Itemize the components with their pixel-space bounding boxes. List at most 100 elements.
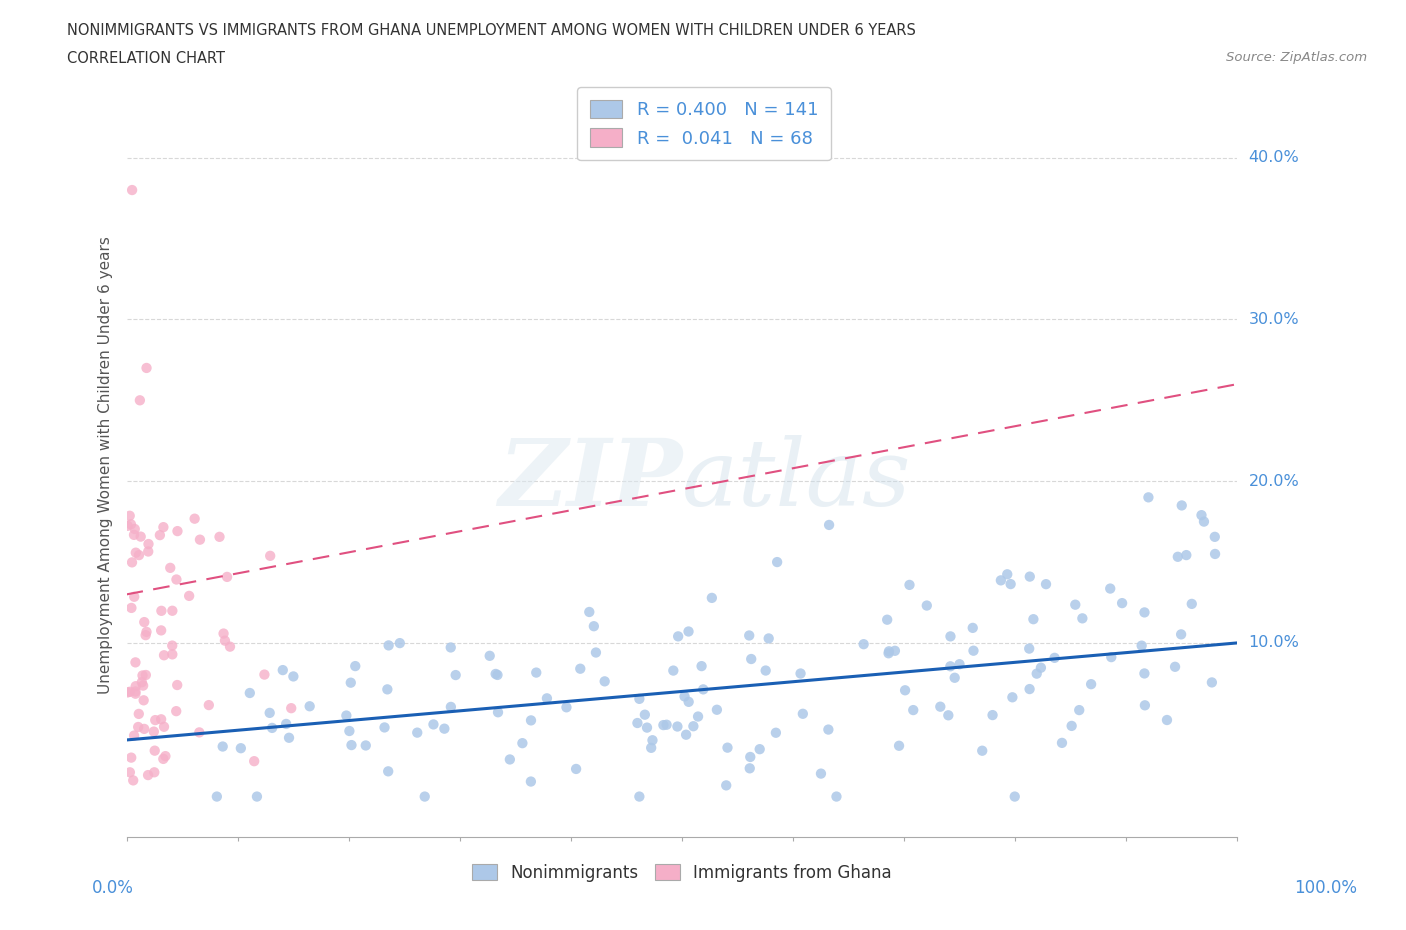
Point xyxy=(131,668,153,683)
Point xyxy=(555,700,578,715)
Point xyxy=(686,709,709,724)
Point xyxy=(682,719,704,734)
Point xyxy=(1164,659,1187,674)
Point xyxy=(128,707,150,722)
Point xyxy=(259,549,281,564)
Point xyxy=(1018,641,1040,656)
Point xyxy=(138,537,160,551)
Text: 100.0%: 100.0% xyxy=(1294,879,1357,897)
Point xyxy=(690,658,713,673)
Point xyxy=(1004,790,1026,804)
Point xyxy=(1167,550,1189,565)
Point xyxy=(135,628,157,643)
Point xyxy=(628,790,651,804)
Point xyxy=(512,736,534,751)
Point xyxy=(155,749,177,764)
Text: 30.0%: 30.0% xyxy=(1249,312,1299,327)
Point xyxy=(152,751,174,766)
Point xyxy=(520,713,543,728)
Point xyxy=(569,661,592,676)
Point xyxy=(593,674,616,689)
Point xyxy=(1064,597,1087,612)
Point xyxy=(344,658,367,673)
Point xyxy=(121,182,143,197)
Point xyxy=(1050,736,1073,751)
Point xyxy=(915,598,938,613)
Point xyxy=(337,724,360,738)
Point xyxy=(1156,712,1178,727)
Point xyxy=(122,728,145,743)
Point xyxy=(1130,638,1153,653)
Point xyxy=(150,604,173,618)
Point xyxy=(1170,498,1192,512)
Text: 0.0%: 0.0% xyxy=(91,879,134,897)
Point xyxy=(1170,627,1192,642)
Point xyxy=(700,591,723,605)
Point xyxy=(208,529,231,544)
Point xyxy=(716,740,738,755)
Point xyxy=(1071,611,1094,626)
Point xyxy=(165,704,187,719)
Point xyxy=(125,679,148,694)
Point xyxy=(298,698,321,713)
Point xyxy=(373,720,395,735)
Point xyxy=(640,740,662,755)
Point xyxy=(738,628,761,643)
Point xyxy=(413,790,436,804)
Point xyxy=(1133,698,1156,712)
Point xyxy=(536,691,558,706)
Point xyxy=(675,727,697,742)
Point xyxy=(1035,577,1057,591)
Text: 10.0%: 10.0% xyxy=(1249,635,1299,650)
Point xyxy=(565,762,588,777)
Point xyxy=(149,527,172,542)
Point xyxy=(135,668,157,683)
Point xyxy=(1192,514,1215,529)
Point xyxy=(678,695,700,710)
Point xyxy=(943,671,966,685)
Point xyxy=(205,790,228,804)
Point xyxy=(188,532,211,547)
Point xyxy=(188,725,211,740)
Point xyxy=(755,663,778,678)
Point xyxy=(962,620,984,635)
Point xyxy=(271,663,294,678)
Point xyxy=(792,707,814,722)
Point xyxy=(883,644,905,658)
Point xyxy=(122,773,145,788)
Point xyxy=(948,657,970,671)
Point xyxy=(818,517,841,532)
Point xyxy=(1029,660,1052,675)
Point xyxy=(789,666,811,681)
Point xyxy=(246,790,269,804)
Point xyxy=(898,578,921,592)
Point xyxy=(120,517,142,532)
Point xyxy=(578,604,600,619)
Point xyxy=(214,633,236,648)
Point xyxy=(118,764,141,779)
Point xyxy=(120,601,142,616)
Point xyxy=(1133,605,1156,620)
Point xyxy=(117,685,139,700)
Point xyxy=(339,675,361,690)
Point xyxy=(740,750,762,764)
Point xyxy=(1069,703,1091,718)
Point xyxy=(259,706,281,721)
Point xyxy=(585,645,607,660)
Point xyxy=(212,626,235,641)
Point xyxy=(124,686,146,701)
Point xyxy=(143,764,166,779)
Text: atlas: atlas xyxy=(682,435,911,525)
Point xyxy=(1175,548,1198,563)
Text: 40.0%: 40.0% xyxy=(1249,151,1299,166)
Point xyxy=(748,742,770,757)
Point xyxy=(440,640,463,655)
Point xyxy=(626,715,648,730)
Point xyxy=(124,522,146,537)
Point xyxy=(478,648,501,663)
Point xyxy=(377,638,399,653)
Point xyxy=(117,518,139,533)
Point xyxy=(166,678,188,693)
Point xyxy=(150,711,173,726)
Point xyxy=(128,392,150,407)
